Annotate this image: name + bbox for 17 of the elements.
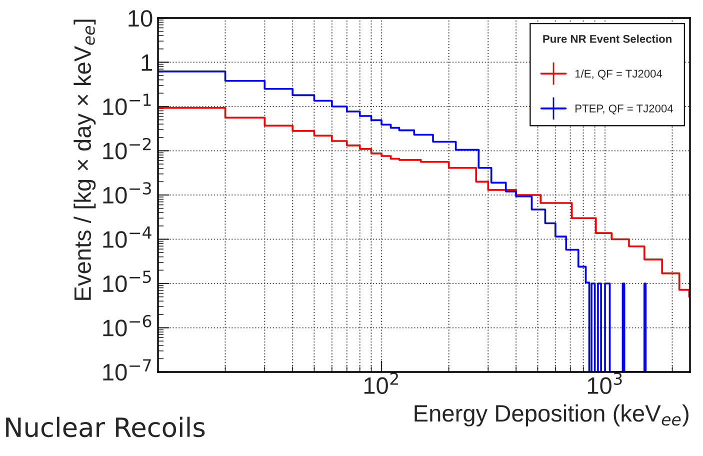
y-tick-label: 10$^{−4}$ [103,226,152,248]
legend-label: 1/E, QF = TJ2004 [575,69,662,80]
y-tick-label: 10$^{−5}$ [103,270,151,292]
y-axis-title: Events / [kg × day × keV$_{ee}$] [74,20,96,300]
legend-label: PTEP, QF = TJ2004 [576,104,674,114]
y-tick-label: 10$^{−3}$ [103,182,151,204]
y-tick-label: 10$^{−2}$ [103,138,151,160]
text: Nuclear Recoils [6,416,205,438]
x-tick-label: 10$^{3}$ [588,372,622,394]
legend-title: Pure NR Event Selection [543,34,672,43]
y-tick-label: 1 [142,54,152,71]
y-tick-label: 10 [128,10,152,27]
y-tick-label: 10$^{−1}$ [103,94,151,116]
y-tick-label: 10$^{−6}$ [103,314,152,336]
y-tick-label: 10$^{−7}$ [103,359,151,381]
x-tick-label: 10$^{2}$ [364,372,398,394]
x-axis-title: Energy Deposition (keV$_{ee}$) [414,404,688,426]
